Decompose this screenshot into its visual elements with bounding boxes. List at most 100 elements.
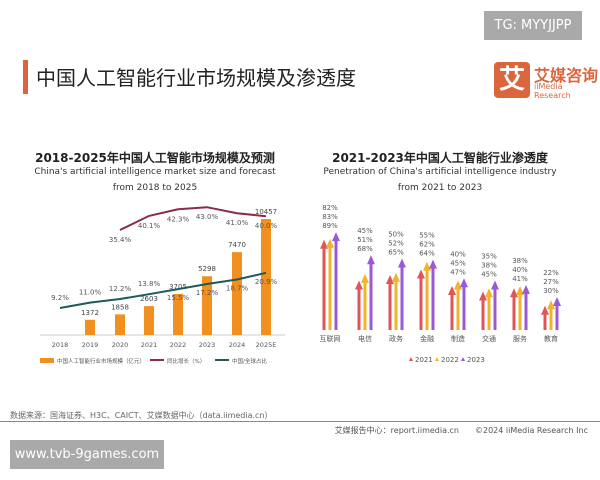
x-tick-label: 政务 [389, 334, 403, 343]
value-label-2021: 50% [388, 231, 404, 239]
footer-credit: 艾媒报告中心：report.iimedia.cn ©2024 iiMedia R… [334, 426, 588, 435]
value-label-2021: 55% [419, 232, 435, 240]
x-tick-label: 2019 [82, 341, 99, 349]
x-tick-label: 2022 [170, 341, 187, 349]
bar-market-size [144, 306, 154, 335]
bar-market-size [232, 252, 242, 335]
value-label-2022: 27% [543, 278, 559, 286]
share-line-label: 18.7% [226, 285, 249, 293]
x-tick-label: 2024 [229, 341, 246, 349]
share-line [59, 271, 267, 309]
arrow-bar-2023 [369, 261, 373, 330]
arrow-head-2023 [522, 284, 530, 294]
logo-mark: 艾 [494, 62, 530, 98]
x-tick-label: 交通 [482, 334, 496, 343]
value-label-2023: 65% [388, 249, 404, 257]
arrow-head-2023 [332, 232, 340, 242]
logo-cn: 艾媒咨询 [534, 66, 599, 85]
arrow-head-2022 [547, 300, 555, 310]
arrow-bar-2022 [394, 278, 398, 330]
value-label-2023: 45% [481, 271, 497, 279]
bar-market-size [173, 293, 183, 335]
value-label-2023: 68% [357, 245, 373, 253]
arrow-head-2022 [361, 273, 369, 283]
x-tick-label: 金融 [420, 334, 434, 343]
legend-label: 中国/全球占比 [232, 357, 267, 365]
chart1-subtitle-line2: from 2018 to 2025 [112, 183, 198, 193]
data-source: 数据来源：国海证券、H3C、CAICT、艾媒数据中心（data.iimedia.… [10, 411, 273, 420]
arrow-head-2021 [510, 288, 518, 298]
bar-value-label: 2603 [140, 295, 158, 303]
arrow-bar-2023 [555, 303, 559, 330]
growth-line-label: 35.4% [109, 236, 132, 244]
x-tick-label: 2020 [112, 341, 129, 349]
growth-line [119, 206, 267, 231]
value-label-2023: 41% [512, 275, 528, 283]
growth-line-label: 43.0% [196, 213, 219, 221]
arrow-bar-2021 [388, 281, 392, 330]
arrow-head-2022 [485, 288, 493, 298]
value-label-2021: 38% [512, 257, 528, 265]
divider [0, 421, 600, 422]
arrow-head-2023 [491, 280, 499, 290]
arrow-bar-2023 [493, 286, 497, 330]
growth-line-label: 40.0% [255, 222, 278, 230]
arrow-head-2022 [423, 261, 431, 271]
x-tick-label: 互联网 [320, 334, 341, 343]
arrow-bar-2023 [524, 290, 528, 330]
arrow-head-2023 [553, 297, 561, 306]
bar-value-label: 5298 [198, 265, 216, 273]
arrow-head-2022 [392, 272, 400, 282]
value-label-2021: 82% [322, 204, 338, 212]
page-title: 中国人工智能行业市场规模及渗透度 [36, 66, 356, 90]
legend-label: 2021 [415, 356, 433, 364]
growth-line-label: 42.3% [167, 215, 190, 223]
value-label-2021: 40% [450, 250, 466, 258]
share-line-label: 11.0% [79, 289, 102, 297]
share-line-label: 15.5% [167, 294, 190, 302]
share-line-label: 17.2% [196, 289, 219, 297]
arrow-bar-2021 [419, 275, 423, 330]
bar-value-label: 7470 [228, 241, 246, 249]
arrow-head-2022 [454, 280, 462, 290]
arrow-bar-2022 [549, 306, 553, 330]
legend-label: 2023 [467, 356, 485, 364]
value-label-2023: 47% [450, 268, 466, 276]
share-line-label: 12.2% [109, 285, 132, 293]
arrow-bar-2022 [363, 279, 367, 330]
value-label-2022: 52% [388, 240, 404, 248]
value-label-2022: 45% [450, 259, 466, 267]
arrow-head-2023 [367, 255, 375, 265]
chart2-title: 2021-2023年中国人工智能行业渗透度 [332, 151, 548, 165]
arrow-bar-2021 [512, 294, 516, 330]
arrow-head-2021 [386, 275, 394, 284]
logo-en: iiMedia Research [534, 82, 571, 100]
value-label-2021: 35% [481, 253, 497, 261]
chart2-subtitle-line2: from 2021 to 2023 [397, 183, 483, 193]
arrow-head-2021 [417, 269, 425, 279]
legend-swatch [40, 358, 54, 363]
value-label-2022: 40% [512, 266, 528, 274]
chart1-subtitle: China's artificial intelligence market s… [20, 164, 290, 196]
share-line-label: 13.8% [138, 280, 161, 288]
arrow-head-2021 [448, 286, 456, 295]
arrow-bar-2022 [328, 244, 332, 330]
arrow-bar-2021 [322, 245, 326, 330]
arrow-bar-2023 [431, 265, 435, 330]
arrow-bar-2022 [456, 286, 460, 330]
chart1-title: 2018-2025年中国人工智能市场规模及预测 [35, 151, 275, 165]
value-label-2023: 64% [419, 250, 435, 258]
legend-label: 2022 [441, 356, 459, 364]
title-accent-bar [23, 60, 28, 94]
bar-value-label: 1372 [81, 309, 99, 317]
bar-market-size [85, 319, 95, 335]
x-tick-label: 2023 [199, 341, 216, 349]
legend-arrow-icon [409, 357, 413, 361]
value-label-2021: 22% [543, 269, 559, 277]
arrow-head-2023 [429, 259, 437, 269]
arrow-head-2021 [541, 305, 549, 315]
arrow-bar-2021 [450, 292, 454, 330]
arrow-bar-2022 [425, 267, 429, 330]
arrow-head-2021 [355, 280, 363, 290]
